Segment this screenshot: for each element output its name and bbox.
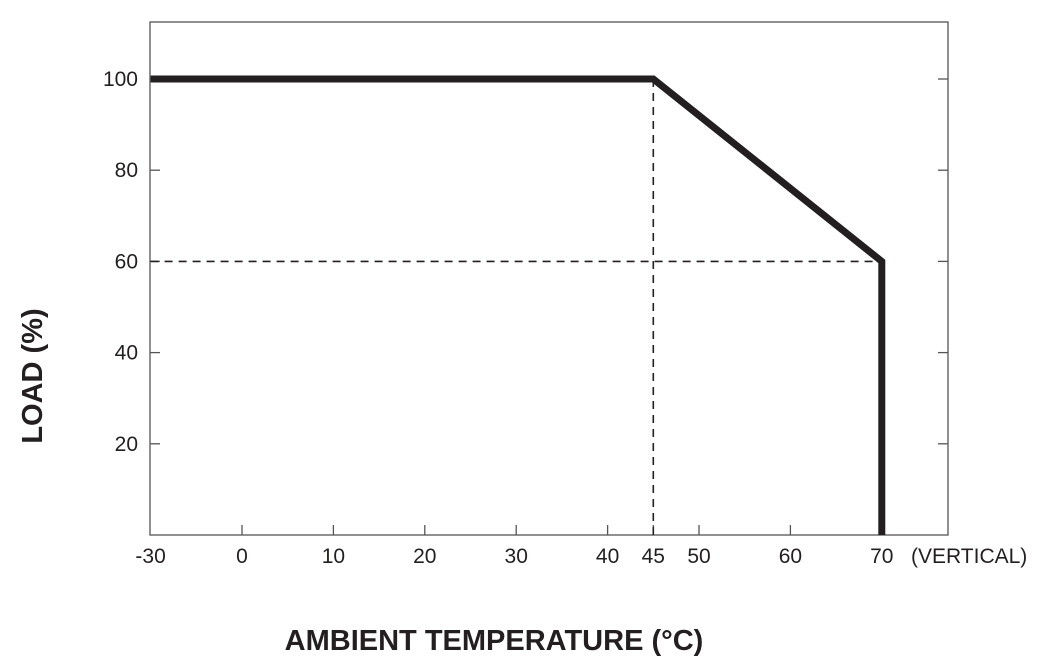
x-tick-label: 60 — [779, 545, 802, 568]
x-tick-label: 45 — [642, 545, 665, 568]
y-tick-label: 60 — [115, 250, 138, 273]
y-tick-label: 100 — [103, 68, 138, 91]
y-tick-label: 40 — [115, 342, 138, 365]
x-axis-note: (VERTICAL) — [911, 545, 1027, 568]
derating-curve — [150, 75, 886, 535]
y-tick-label: 80 — [115, 159, 138, 182]
y-axis-title: LOAD (%) — [17, 308, 49, 443]
x-tick-label: 10 — [322, 545, 345, 568]
x-tick-label: 50 — [687, 545, 710, 568]
x-tick-label: 40 — [596, 545, 619, 568]
x-axis-title: AMBIENT TEMPERATURE (°C) — [285, 625, 704, 657]
x-tick-label: 70 — [870, 545, 893, 568]
y-tick-label: 20 — [115, 433, 138, 456]
x-tick-label: 0 — [236, 545, 248, 568]
x-tick-label: 20 — [413, 545, 436, 568]
x-tick-label: -30 — [135, 545, 165, 568]
plot-frame — [149, 21, 949, 536]
x-tick-label: 30 — [505, 545, 528, 568]
